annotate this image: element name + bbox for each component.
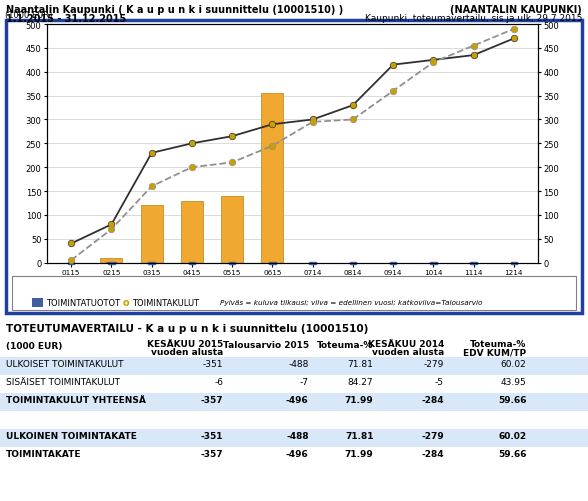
Text: Toteuma-%: Toteuma-% <box>470 340 526 349</box>
Text: 71.99: 71.99 <box>345 449 373 458</box>
Point <box>147 183 156 191</box>
Point <box>187 164 196 172</box>
Text: TOIMINTAKATE: TOIMINTAKATE <box>6 449 81 458</box>
Bar <box>390 262 396 264</box>
Point <box>147 149 156 157</box>
Point <box>228 133 237 141</box>
Text: -351: -351 <box>203 359 223 368</box>
Text: -351: -351 <box>201 431 223 440</box>
Bar <box>309 262 316 264</box>
Text: Kaupunki, toteumavertailu, sis ja ulk, 29.7.2015: Kaupunki, toteumavertailu, sis ja ulk, 2… <box>365 14 582 23</box>
Text: -357: -357 <box>201 449 223 458</box>
Bar <box>229 262 235 264</box>
Point <box>308 116 318 124</box>
Text: -6: -6 <box>215 377 223 386</box>
Text: TOIMINTAKULUT YHTEENSÄ: TOIMINTAKULUT YHTEENSÄ <box>6 395 146 404</box>
Text: EDV KUM/TP: EDV KUM/TP <box>463 348 526 357</box>
Point <box>469 52 478 60</box>
Bar <box>68 262 75 264</box>
Text: ULKOISET TOIMINTAKULUT: ULKOISET TOIMINTAKULUT <box>6 359 123 368</box>
Point <box>429 57 438 65</box>
Text: -488: -488 <box>286 431 309 440</box>
Text: KESÄKUU 2015: KESÄKUU 2015 <box>147 340 223 349</box>
Point <box>107 221 116 229</box>
Text: KESÄKUU 2014: KESÄKUU 2014 <box>368 340 444 349</box>
Text: ULKOINEN TOIMINTAKATE: ULKOINEN TOIMINTAKATE <box>6 431 137 440</box>
Text: 43.95: 43.95 <box>500 377 526 386</box>
Text: -488: -488 <box>288 359 309 368</box>
Text: 71.81: 71.81 <box>345 431 373 440</box>
Bar <box>106 262 117 263</box>
Text: (1000 EUR): (1000 EUR) <box>6 342 62 351</box>
Bar <box>148 262 155 264</box>
Text: 60.02: 60.02 <box>498 431 526 440</box>
Text: Naantalin Kaupunki ( K a u p u n k i suunnittelu (10001510) ): Naantalin Kaupunki ( K a u p u n k i suu… <box>6 5 343 15</box>
Point <box>389 62 398 70</box>
Text: 71.99: 71.99 <box>345 395 373 404</box>
Text: © TALGRAF: © TALGRAF <box>532 299 576 308</box>
Point <box>469 43 478 51</box>
Point <box>107 225 116 233</box>
Point <box>509 26 519 34</box>
Text: (1000 EUR): (1000 EUR) <box>5 12 53 20</box>
Point <box>66 257 76 265</box>
Bar <box>141 206 163 263</box>
Text: TOIMINTAKULUT: TOIMINTAKULUT <box>132 298 199 307</box>
Text: TOIMINTATUOTOT: TOIMINTATUOTOT <box>46 298 120 307</box>
Text: vuoden alusta: vuoden alusta <box>151 348 223 357</box>
Point <box>348 102 358 110</box>
Text: 71.81: 71.81 <box>348 359 373 368</box>
Text: 1.1.2015 - 31.12.2015: 1.1.2015 - 31.12.2015 <box>6 14 126 24</box>
Text: 84.27: 84.27 <box>348 377 373 386</box>
Text: -284: -284 <box>422 449 444 458</box>
Point <box>348 116 358 124</box>
Text: SISÄISET TOIMINTAKULUT: SISÄISET TOIMINTAKULUT <box>6 377 120 386</box>
Text: o: o <box>123 298 130 308</box>
Bar <box>101 258 122 263</box>
Text: -5: -5 <box>435 377 444 386</box>
Point <box>308 119 318 127</box>
Text: 59.66: 59.66 <box>498 395 526 404</box>
Text: -357: -357 <box>201 395 223 404</box>
Text: Toteuma-%: Toteuma-% <box>317 341 373 350</box>
Bar <box>350 262 356 264</box>
Bar <box>221 196 243 263</box>
Text: 60.02: 60.02 <box>500 359 526 368</box>
Point <box>509 35 519 43</box>
Bar <box>430 262 437 264</box>
Point <box>268 142 277 150</box>
Text: Pylväs = kuluva tilkausi; viiva = edellinen vuosi; katkoviiva=Talousarvio: Pylväs = kuluva tilkausi; viiva = edelli… <box>220 300 483 306</box>
Point <box>268 121 277 129</box>
Text: (NAANTALIN KAUPUNKI): (NAANTALIN KAUPUNKI) <box>450 5 582 15</box>
Text: -284: -284 <box>422 395 444 404</box>
Bar <box>181 201 203 263</box>
Bar <box>269 262 276 264</box>
Bar <box>470 262 477 264</box>
Point <box>228 159 237 167</box>
Point <box>429 59 438 67</box>
Text: -279: -279 <box>421 431 444 440</box>
Bar <box>108 262 115 264</box>
Text: TOTEUTUMAVERTAILU - K a u p u n k i suunnittelu (10001510): TOTEUTUMAVERTAILU - K a u p u n k i suun… <box>6 323 368 333</box>
Point <box>187 140 196 148</box>
Text: 59.66: 59.66 <box>498 449 526 458</box>
Point <box>66 240 76 248</box>
Text: vuoden alusta: vuoden alusta <box>372 348 444 357</box>
Text: -496: -496 <box>286 449 309 458</box>
Point <box>389 88 398 96</box>
Text: -279: -279 <box>423 359 444 368</box>
Text: Talousarvio 2015: Talousarvio 2015 <box>223 341 309 350</box>
Text: -7: -7 <box>300 377 309 386</box>
Bar <box>261 94 283 263</box>
Bar <box>189 262 195 264</box>
Text: -496: -496 <box>286 395 309 404</box>
Bar <box>510 262 517 264</box>
